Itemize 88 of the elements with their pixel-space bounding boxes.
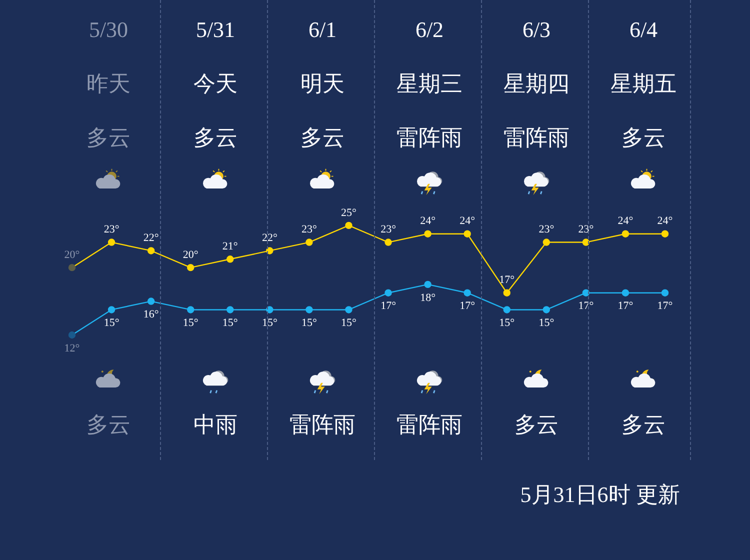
data-label: 15° [222,317,238,330]
data-label: 23° [104,224,120,236]
data-label: 24° [618,215,634,228]
point [503,289,510,296]
point [68,264,76,272]
point [266,247,274,254]
data-label: 24° [657,215,673,228]
point [345,222,352,230]
text: 明天 [300,70,346,98]
point [147,298,155,305]
text: 雷阵雨 [396,411,464,439]
point [108,306,116,314]
data-label: 18° [420,292,436,304]
text: 雷阵雨 [396,124,464,152]
data-label: 15° [104,317,120,330]
point [345,306,352,314]
text: 6/3 [521,16,552,44]
data-label: 20° [182,248,198,261]
text: 5/30 [88,16,130,44]
data-label: 17° [499,274,515,286]
text: 多云 [86,411,132,439]
point [147,247,155,254]
text: 5/31 [194,16,236,44]
point [226,256,234,263]
text: 多云 [514,411,560,439]
data-label: 23° [380,224,396,236]
data-label: 15° [341,317,356,330]
text: 星期四 [502,70,570,98]
text: 雷阵雨 [288,411,356,439]
data-label: 17° [578,300,594,312]
data-label: 22° [262,232,278,244]
point [503,306,510,314]
point [384,238,392,246]
data-label: 17° [618,300,634,312]
data-label: 17° [460,300,476,312]
data-label: 21° [222,240,238,253]
data-label: 12° [64,342,80,354]
point [68,331,76,339]
data-label: 24° [460,215,476,228]
data-label: 15° [499,317,515,330]
point [306,238,313,246]
text: 6/1 [307,16,338,44]
point [226,306,234,314]
data-label: 22° [143,232,159,244]
point [661,230,669,238]
point [464,230,471,238]
text: 5月31日6时 更新 [519,481,681,509]
point [622,230,630,238]
data-label: 15° [182,317,198,330]
text: 今天 [192,70,238,98]
text: 雷阵雨 [502,124,570,152]
point [424,230,432,238]
text: 多云 [620,124,666,152]
data-label: 15° [538,317,554,330]
text: 多云 [620,411,666,439]
data-label: 15° [262,317,278,330]
point [542,238,550,246]
data-label: 16° [143,308,159,321]
data-label: 20° [64,248,80,261]
text: 6/2 [414,16,445,44]
data-label: 23° [538,224,554,236]
point [464,289,471,296]
text: 星期三 [396,70,464,98]
data-label: 25° [341,206,356,219]
text: 多云 [300,124,346,152]
point [542,306,550,314]
text: 中雨 [192,411,238,439]
text: 多云 [86,124,132,152]
point [266,306,274,314]
point [187,264,194,272]
point [306,306,313,314]
data-label: 24° [420,215,436,228]
text: 6/4 [628,16,659,44]
text: 多云 [192,124,238,152]
point [424,280,432,288]
data-label: 23° [301,224,317,236]
text: 星期五 [610,70,678,98]
text: 昨天 [86,70,132,98]
point [582,238,590,246]
data-label: 15° [301,317,317,330]
data-label: 17° [380,300,396,312]
point [384,289,392,296]
point [661,289,669,296]
point [622,289,630,296]
data-label: 17° [657,300,673,312]
point [108,238,116,246]
point [187,306,194,314]
point [582,289,590,296]
